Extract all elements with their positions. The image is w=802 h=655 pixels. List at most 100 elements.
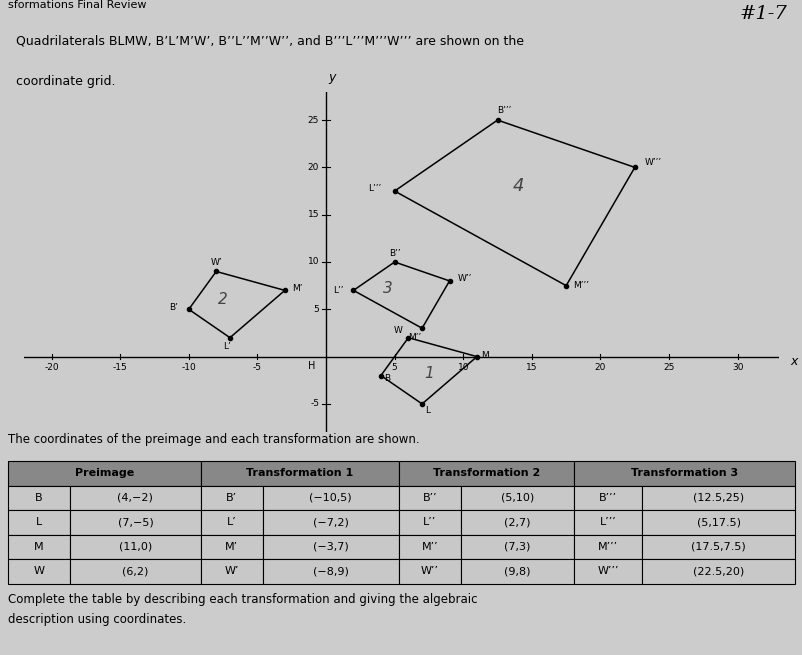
Bar [642, 559, 794, 584]
Text: x: x [789, 355, 796, 368]
Text: (17.5,7.5): (17.5,7.5) [691, 542, 745, 552]
Bar [200, 461, 398, 486]
Bar [262, 534, 398, 559]
Text: 20: 20 [594, 364, 606, 372]
Bar [71, 559, 200, 584]
Bar [460, 486, 573, 510]
Bar [71, 510, 200, 534]
Text: -5: -5 [310, 400, 318, 409]
Text: (12.5,25): (12.5,25) [692, 493, 743, 503]
Bar [8, 486, 71, 510]
Text: (5,10): (5,10) [500, 493, 533, 503]
Text: (5,17.5): (5,17.5) [695, 517, 739, 527]
Text: W’: W’ [210, 257, 222, 267]
Text: 4: 4 [512, 178, 523, 195]
Text: sformations Final Review: sformations Final Review [8, 0, 146, 10]
Text: description using coordinates.: description using coordinates. [8, 612, 186, 626]
Text: 25: 25 [307, 115, 318, 124]
Text: L: L [424, 406, 429, 415]
Text: Transformation 2: Transformation 2 [432, 468, 540, 479]
Text: -5: -5 [253, 364, 261, 372]
Text: L’: L’ [223, 343, 231, 352]
Bar [398, 559, 460, 584]
Text: M’’’: M’’’ [597, 542, 618, 552]
Text: W’’: W’’ [420, 567, 438, 576]
Text: L’’: L’’ [333, 286, 343, 295]
Bar [460, 510, 573, 534]
Text: M’’: M’’ [421, 542, 438, 552]
Text: B’: B’ [168, 303, 177, 312]
Bar [460, 559, 573, 584]
Text: -15: -15 [112, 364, 128, 372]
Text: L’: L’ [226, 517, 237, 527]
Bar [398, 461, 573, 486]
Text: H: H [307, 362, 314, 371]
Bar [8, 461, 200, 486]
Text: (6,2): (6,2) [122, 567, 148, 576]
Text: M’: M’ [225, 542, 238, 552]
Text: 1: 1 [423, 366, 433, 381]
Bar [200, 559, 262, 584]
Text: -20: -20 [44, 364, 59, 372]
Bar [200, 486, 262, 510]
Bar [262, 510, 398, 534]
Text: M’’’: M’’’ [573, 281, 589, 290]
Text: (9,8): (9,8) [504, 567, 530, 576]
Text: Quadrilaterals BLMW, B’L’M’W’, B’’L’’M’’W’’, and B’’’L’’’M’’’W’’’ are shown on t: Quadrilaterals BLMW, B’L’M’W’, B’’L’’M’’… [16, 35, 524, 48]
Text: Complete the table by describing each transformation and giving the algebraic: Complete the table by describing each tr… [8, 593, 477, 606]
Text: B’’’: B’’’ [598, 493, 617, 503]
Text: B’’: B’’ [422, 493, 436, 503]
Bar [398, 486, 460, 510]
Text: 10: 10 [307, 257, 318, 267]
Text: (−10,5): (−10,5) [309, 493, 351, 503]
Text: (−3,7): (−3,7) [313, 542, 348, 552]
Text: 3: 3 [383, 281, 392, 296]
Text: 15: 15 [525, 364, 537, 372]
Bar [573, 486, 642, 510]
Bar [262, 486, 398, 510]
Bar [8, 559, 71, 584]
Text: Transformation 3: Transformation 3 [630, 468, 737, 479]
Text: 2: 2 [218, 292, 228, 307]
Text: M’’: M’’ [408, 333, 421, 342]
Bar [642, 510, 794, 534]
Bar [71, 534, 200, 559]
Text: (2,7): (2,7) [504, 517, 530, 527]
Text: B’: B’ [226, 493, 237, 503]
Text: W’’’: W’’’ [644, 158, 661, 167]
Bar [200, 534, 262, 559]
Bar [460, 534, 573, 559]
Text: (7,3): (7,3) [504, 542, 530, 552]
Text: (7,−5): (7,−5) [117, 517, 153, 527]
Text: 15: 15 [307, 210, 318, 219]
Bar [642, 486, 794, 510]
Text: L’’’: L’’’ [367, 183, 380, 193]
Bar [573, 559, 642, 584]
Text: L’’’: L’’’ [599, 517, 616, 527]
Bar [71, 486, 200, 510]
Bar [642, 534, 794, 559]
Text: M: M [34, 542, 44, 552]
Text: (4,−2): (4,−2) [117, 493, 153, 503]
Bar [398, 510, 460, 534]
Bar [573, 534, 642, 559]
Text: W’’’: W’’’ [597, 567, 618, 576]
Bar [573, 461, 794, 486]
Text: Preimage: Preimage [75, 468, 134, 479]
Text: Transformation 1: Transformation 1 [245, 468, 353, 479]
Bar [8, 510, 71, 534]
Text: (11,0): (11,0) [119, 542, 152, 552]
Text: 5: 5 [313, 305, 318, 314]
Text: B’’’: B’’’ [497, 106, 512, 115]
Text: y: y [327, 71, 334, 84]
Text: coordinate grid.: coordinate grid. [16, 75, 115, 88]
Text: 25: 25 [662, 364, 674, 372]
Text: (−8,9): (−8,9) [313, 567, 348, 576]
Text: W: W [394, 326, 403, 335]
Text: W’’: W’’ [457, 274, 472, 282]
Text: The coordinates of the preimage and each transformation are shown.: The coordinates of the preimage and each… [8, 434, 419, 447]
Bar [8, 534, 71, 559]
Text: (22.5,20): (22.5,20) [692, 567, 743, 576]
Text: 5: 5 [391, 364, 397, 372]
Bar [200, 510, 262, 534]
